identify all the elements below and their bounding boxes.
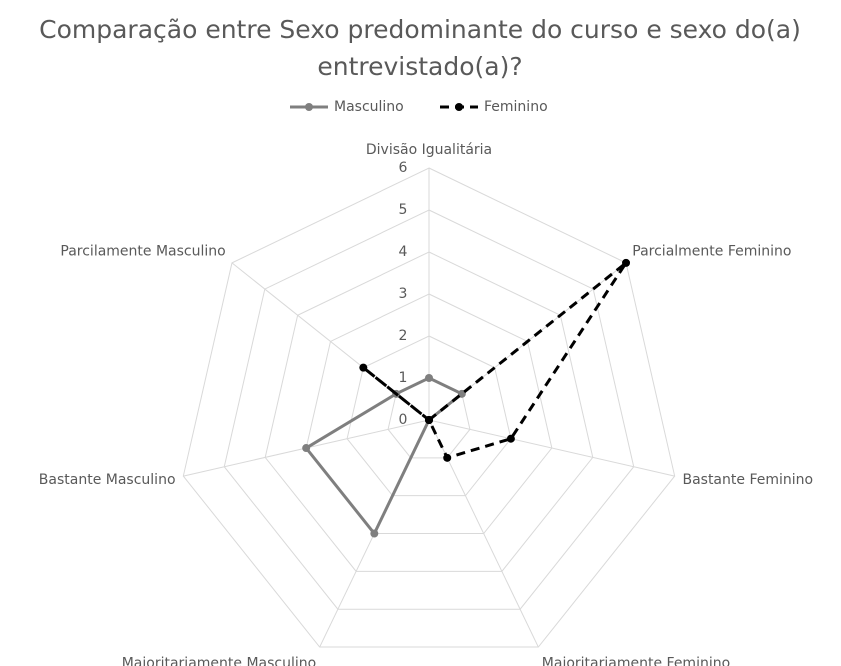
legend-label: Feminino [484, 99, 548, 115]
category-label: Parcialmente Feminino [632, 244, 791, 260]
marker [359, 363, 368, 372]
chart-title: Comparação entre Sexo predominante do cu… [39, 15, 801, 44]
category-label: Maioritariamente Masculino [122, 655, 316, 666]
marker [302, 444, 311, 453]
series-line [303, 376, 465, 537]
marker [443, 453, 452, 462]
r-tick-label: 1 [399, 370, 408, 386]
grid-ring [264, 251, 594, 572]
marker [425, 374, 433, 382]
marker [457, 389, 466, 398]
category-label: Divisão Igualitária [366, 142, 492, 158]
category-label: Bastante Feminino [682, 472, 813, 488]
grid-ring [387, 377, 471, 459]
r-tick-label: 5 [399, 202, 408, 218]
legend-label: Masculino [334, 99, 404, 115]
category-label: Parcilamente Masculino [60, 244, 225, 260]
spoke [428, 419, 675, 477]
r-tick-label: 6 [399, 160, 408, 176]
grid-ring [305, 293, 553, 535]
chart-title: entrevistado(a)? [317, 52, 522, 81]
marker [425, 416, 433, 424]
r-tick-label: 2 [399, 328, 408, 344]
legend-marker [305, 103, 313, 111]
marker [370, 529, 379, 538]
category-label: Bastante Masculino [39, 472, 176, 488]
r-tick-label: 4 [399, 244, 408, 260]
grid-ring [182, 167, 676, 648]
r-tick-label: 0 [399, 412, 408, 428]
grid-ring [223, 209, 635, 610]
grid-ring [346, 335, 512, 497]
r-tick-label: 3 [399, 286, 408, 302]
category-label: Maioritariamente Feminino [542, 655, 730, 666]
marker [622, 258, 631, 267]
marker [506, 434, 515, 443]
legend-marker [455, 103, 463, 111]
